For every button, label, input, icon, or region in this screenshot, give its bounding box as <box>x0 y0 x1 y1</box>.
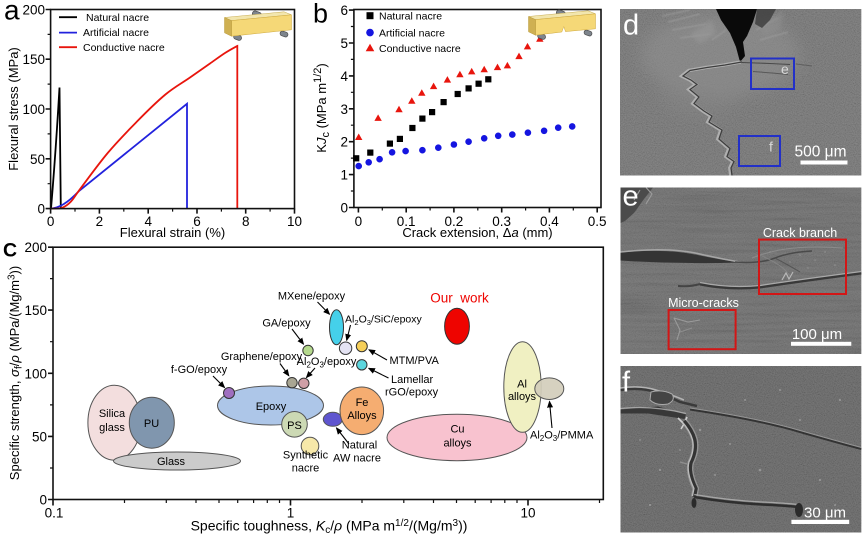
svg-text:e: e <box>781 61 789 77</box>
svg-text:6: 6 <box>193 214 201 229</box>
svg-text:0.1: 0.1 <box>397 214 416 229</box>
svg-text:Our work: Our work <box>430 291 489 306</box>
svg-text:3: 3 <box>340 102 348 117</box>
svg-text:0.2: 0.2 <box>445 214 464 229</box>
svg-text:50: 50 <box>30 152 45 167</box>
svg-text:alloys: alloys <box>443 438 472 450</box>
svg-text:Natural: Natural <box>342 440 377 452</box>
svg-text:200: 200 <box>22 3 45 18</box>
svg-text:100: 100 <box>22 102 45 117</box>
svg-text:Flexural strain (%): Flexural strain (%) <box>120 225 225 240</box>
svg-text:50: 50 <box>32 429 47 444</box>
svg-text:Al2O3/PMMA: Al2O3/PMMA <box>530 430 594 444</box>
svg-text:PU: PU <box>144 418 159 430</box>
svg-text:1: 1 <box>287 506 295 521</box>
svg-text:Crack extension, Δa (mm): Crack extension, Δa (mm) <box>402 225 552 240</box>
svg-text:150: 150 <box>22 52 45 67</box>
svg-text:Micro-cracks: Micro-cracks <box>668 296 739 310</box>
svg-text:Cu: Cu <box>450 424 464 436</box>
svg-text:AW nacre: AW nacre <box>333 453 381 465</box>
svg-text:PS: PS <box>287 420 302 432</box>
svg-text:0: 0 <box>340 201 348 216</box>
svg-text:8: 8 <box>242 214 250 229</box>
svg-text:0.1: 0.1 <box>45 506 64 521</box>
svg-text:alloys: alloys <box>508 391 537 403</box>
svg-text:1: 1 <box>340 168 348 183</box>
svg-text:30 μm: 30 μm <box>804 505 846 522</box>
svg-text:Artificial nacre: Artificial nacre <box>379 27 445 39</box>
svg-text:0.4: 0.4 <box>540 214 559 229</box>
svg-text:Crack branch: Crack branch <box>763 226 837 240</box>
svg-text:0: 0 <box>37 202 45 217</box>
svg-text:0.5: 0.5 <box>588 214 607 229</box>
svg-text:Graphene/epoxy: Graphene/epoxy <box>221 351 303 363</box>
svg-text:4: 4 <box>144 214 152 229</box>
svg-text:glass: glass <box>99 422 125 434</box>
svg-text:10: 10 <box>287 214 302 229</box>
svg-text:5: 5 <box>340 36 348 51</box>
svg-text:b: b <box>313 0 328 29</box>
svg-text:0: 0 <box>47 214 55 229</box>
svg-text:0: 0 <box>39 493 47 508</box>
svg-text:Epoxy: Epoxy <box>256 401 287 413</box>
svg-text:Specific strength, σf/ρ (MPa/(: Specific strength, σf/ρ (MPa/(Mg/m3)) <box>7 266 25 480</box>
svg-text:0.3: 0.3 <box>492 214 511 229</box>
svg-text:Artificial nacre: Artificial nacre <box>83 27 149 39</box>
svg-text:nacre: nacre <box>292 463 320 475</box>
svg-text:C: C <box>3 240 17 262</box>
svg-text:Specific toughness, Kc/ρ (MPa: Specific toughness, Kc/ρ (MPa m1/2/(Mg/m… <box>191 518 468 537</box>
svg-text:Fe: Fe <box>356 397 369 409</box>
svg-text:e: e <box>623 181 639 213</box>
svg-text:Conductive nacre: Conductive nacre <box>379 43 461 55</box>
svg-text:MTM/PVA: MTM/PVA <box>390 355 440 367</box>
svg-text:Al2O3/SiC/epoxy: Al2O3/SiC/epoxy <box>345 314 423 328</box>
svg-text:f: f <box>769 139 773 155</box>
svg-text:Al2O3/epoxy: Al2O3/epoxy <box>297 356 357 370</box>
svg-text:f: f <box>622 367 631 399</box>
svg-text:rGO/epoxy: rGO/epoxy <box>385 387 439 399</box>
svg-text:200: 200 <box>24 240 47 255</box>
svg-text:GA/epoxy: GA/epoxy <box>262 318 311 330</box>
svg-text:Silica: Silica <box>99 408 126 420</box>
svg-text:4: 4 <box>340 69 348 84</box>
svg-text:150: 150 <box>24 303 47 318</box>
svg-text:0: 0 <box>355 214 363 229</box>
svg-text:Synthetic: Synthetic <box>283 450 329 462</box>
svg-text:f-GO/epoxy: f-GO/epoxy <box>171 364 228 376</box>
svg-text:10: 10 <box>520 506 535 521</box>
svg-text:MXene/epoxy: MXene/epoxy <box>278 291 346 303</box>
svg-text:Natural nacre: Natural nacre <box>379 10 442 22</box>
svg-text:Conductive nacre: Conductive nacre <box>83 42 165 54</box>
svg-text:Natural nacre: Natural nacre <box>86 12 149 24</box>
svg-text:2: 2 <box>340 135 348 150</box>
svg-text:500 μm: 500 μm <box>794 144 846 161</box>
svg-text:Alloys: Alloys <box>347 410 377 422</box>
svg-text:6: 6 <box>340 3 348 18</box>
svg-text:d: d <box>623 10 639 42</box>
svg-text:a: a <box>4 0 20 26</box>
svg-text:Lamellar: Lamellar <box>391 374 434 386</box>
svg-text:2: 2 <box>96 214 104 229</box>
svg-text:Al: Al <box>517 379 527 391</box>
svg-text:KJc (MPa m1/2): KJc (MPa m1/2) <box>312 63 332 152</box>
svg-text:100: 100 <box>24 366 47 381</box>
svg-text:100 μm: 100 μm <box>792 326 842 343</box>
svg-text:Flexural stress (MPa): Flexural stress (MPa) <box>6 47 21 171</box>
svg-text:Glass: Glass <box>157 456 186 468</box>
